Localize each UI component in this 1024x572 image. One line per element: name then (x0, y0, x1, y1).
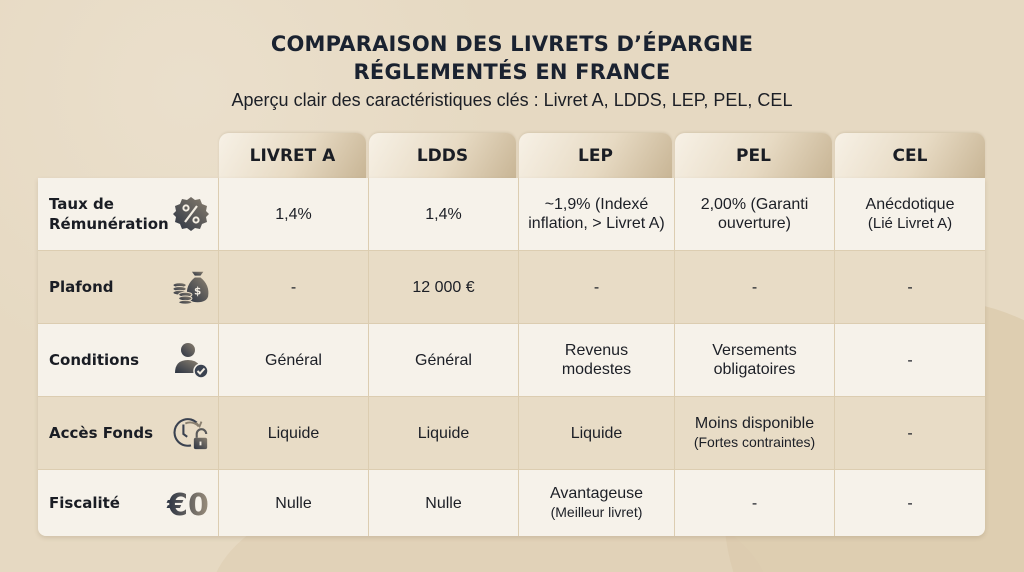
euro-zero-icon: €0 (164, 484, 212, 522)
svg-text:€0: €0 (166, 488, 209, 520)
table-row-taux: Taux de Rémunération 1,4% 1,4% ~1,9% (In… (38, 178, 985, 250)
table-cell: Revenus modestes (518, 324, 674, 396)
row-label: Conditions (38, 324, 218, 396)
table-cell: Liquide (218, 397, 368, 469)
table-cell: - (674, 470, 834, 536)
table-body: Taux de Rémunération 1,4% 1,4% ~1,9% (In… (38, 178, 985, 536)
table-row-acces-fonds: Accès Fonds Liquide Liquide Liq (38, 397, 985, 469)
cell-main-text: Avantageuse (549, 485, 644, 502)
page-subtitle: Aperçu clair des caractéristiques clés :… (231, 90, 793, 110)
row-label-text: Fiscalité (49, 494, 120, 512)
table-cell: Avantageuse (Meilleur livret) (518, 470, 674, 536)
table-cell: ~1,9% (Indexé inflation, > Livret A) (518, 178, 674, 250)
row-label: Fiscalité €0 (38, 470, 218, 536)
row-label-text: Accès Fonds (49, 424, 154, 442)
column-header-cel: CEL (835, 133, 985, 178)
table-cell: Liquide (368, 397, 518, 469)
column-header-ldds: LDDS (369, 133, 516, 178)
table-row-conditions: Conditions Général Général Revenus modes… (38, 324, 985, 396)
table-cell: - (834, 397, 985, 469)
page-header: COMPARAISON DES LIVRETS D’ÉPARGNE RÉGLEM… (0, 30, 1024, 112)
cell-main-text: Anécdotique (865, 196, 955, 213)
table-cell: Anécdotique (Lié Livret A) (834, 178, 985, 250)
page-title-line-2: RÉGLEMENTÉS EN FRANCE (353, 60, 671, 84)
table-cell: - (834, 470, 985, 536)
table-cell: Nulle (218, 470, 368, 536)
table-row-plafond: Plafond $ (38, 251, 985, 323)
table-cell: Moins disponible (Fortes contraintes) (674, 397, 834, 469)
row-label: Taux de Rémunération (38, 178, 218, 250)
money-bag-coins-icon: $ (172, 268, 210, 306)
table-cell: - (518, 251, 674, 323)
table-cell: Liquide (518, 397, 674, 469)
table-cell: Nulle (368, 470, 518, 536)
column-header-livret-a: LIVRET A (219, 133, 366, 178)
row-divider (38, 323, 985, 324)
row-label-text: Taux de Rémunération (49, 195, 169, 233)
row-label-text: Conditions (49, 351, 140, 369)
table-cell: - (674, 251, 834, 323)
cell-main-text: Moins disponible (694, 415, 815, 432)
table-cell: - (834, 251, 985, 323)
page-title-line-1: COMPARAISON DES LIVRETS D’ÉPARGNE (270, 32, 754, 56)
comparison-table: LIVRET A LDDS LEP PEL CEL Taux de Rémuné… (38, 133, 985, 536)
table-cell: 1,4% (368, 178, 518, 250)
row-label-text: Plafond (49, 278, 114, 296)
row-divider (38, 396, 985, 397)
cell-sub-text: (Meilleur livret) (550, 504, 643, 520)
table-row-fiscalite: Fiscalité €0 Nulle Nulle Avantageuse (Me… (38, 470, 985, 536)
table-cell: 2,00% (Garanti ouverture) (674, 178, 834, 250)
table-cell: - (218, 251, 368, 323)
clock-unlock-icon (172, 414, 210, 452)
table-cell: Général (218, 324, 368, 396)
table-cell: Versements obligatoires (674, 324, 834, 396)
table-cell: 1,4% (218, 178, 368, 250)
table-header-row: LIVRET A LDDS LEP PEL CEL (38, 133, 985, 178)
row-label: Accès Fonds (38, 397, 218, 469)
row-divider (38, 469, 985, 470)
table-cell: 12 000 € (368, 251, 518, 323)
column-header-lep: LEP (519, 133, 672, 178)
table-cell: - (834, 324, 985, 396)
cell-sub-text: (Fortes contraintes) (693, 434, 816, 450)
percent-badge-icon (172, 195, 210, 233)
column-header-pel: PEL (675, 133, 832, 178)
user-check-icon (172, 341, 210, 379)
row-divider (38, 250, 985, 251)
cell-sub-text: (Lié Livret A) (867, 215, 953, 232)
table-cell: Général (368, 324, 518, 396)
row-label: Plafond $ (38, 251, 218, 323)
svg-text:$: $ (194, 286, 201, 298)
